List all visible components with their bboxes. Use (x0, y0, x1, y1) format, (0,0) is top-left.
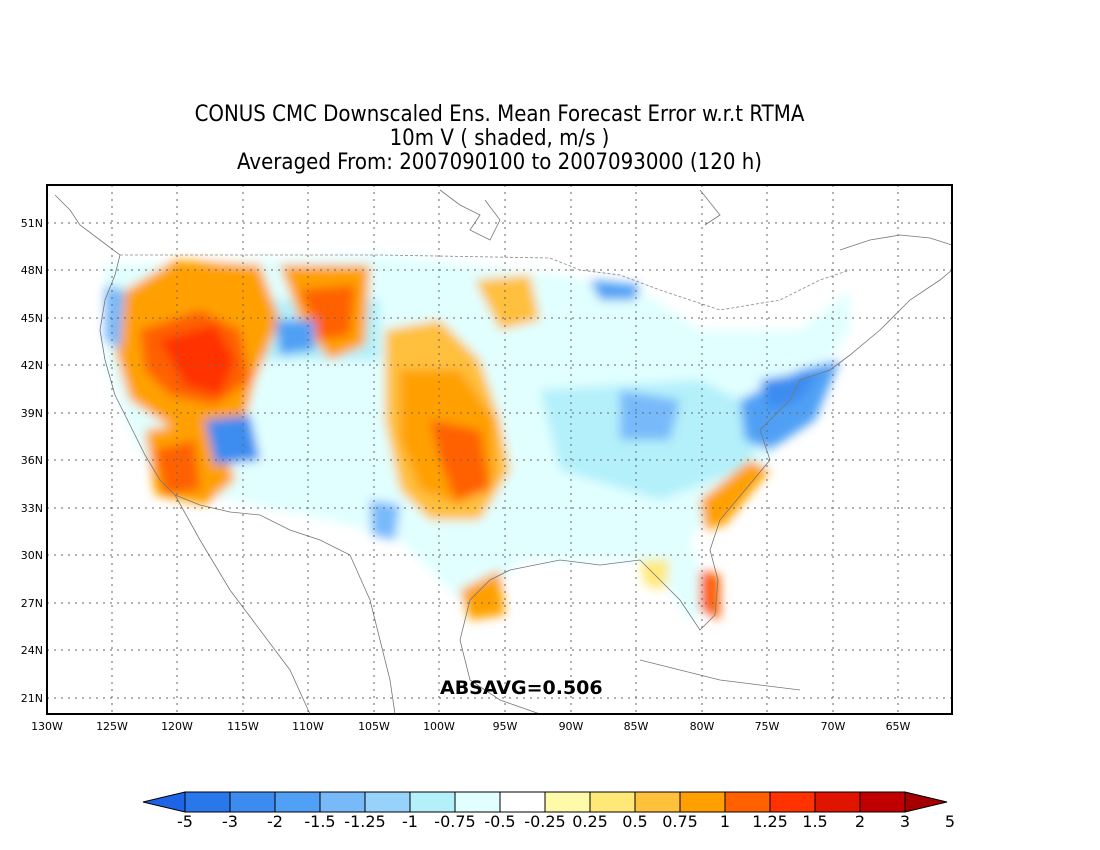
map-area (47, 185, 952, 714)
colorbar-swatch (544, 791, 591, 813)
colorbar-label: -3 (222, 812, 238, 831)
lon-label: 105W (358, 720, 390, 733)
lat-label: 24N (21, 644, 43, 657)
map-frame (46, 184, 953, 715)
lon-label: 90W (559, 720, 584, 733)
lat-label: 51N (21, 217, 43, 230)
colorbar-swatch (454, 791, 501, 813)
colorbar-arrow-low (142, 791, 186, 813)
title-line-1: CONUS CMC Downscaled Ens. Mean Forecast … (194, 102, 805, 127)
colorbar-swatch (814, 791, 861, 813)
colorbar-label: 0.5 (622, 812, 647, 831)
colorbar-swatch (274, 791, 321, 813)
colorbar-swatch (634, 791, 681, 813)
lon-label: 110W (292, 720, 324, 733)
colorbar-swatch (319, 791, 366, 813)
colorbar-label: -2 (267, 812, 283, 831)
lat-label: 45N (21, 312, 43, 325)
colorbar-swatch (499, 791, 546, 813)
colorbar-label: 2 (855, 812, 865, 831)
lon-label: 80W (690, 720, 715, 733)
colorbar-label: 0.75 (662, 812, 698, 831)
lon-label: 120W (161, 720, 193, 733)
lon-label: 130W (31, 720, 63, 733)
longitude-labels: 130W 125W 120W 115W 110W 105W 100W 95W 9… (31, 720, 910, 733)
title-line-3: Averaged From: 2007090100 to 2007093000 … (237, 150, 762, 175)
coastlines (54, 189, 952, 714)
lon-label: 75W (755, 720, 780, 733)
colorbar-label: -0.5 (484, 812, 515, 831)
absavg-annotation: ABSAVG=0.506 (440, 677, 603, 699)
colorbar-swatch (679, 791, 726, 813)
colorbar-label: 1.5 (802, 812, 827, 831)
lon-label: 100W (423, 720, 455, 733)
lon-label: 125W (96, 720, 128, 733)
colorbar-swatch (859, 791, 906, 813)
colorbar-swatch (589, 791, 636, 813)
lon-label: 95W (493, 720, 518, 733)
lat-label: 27N (21, 597, 43, 610)
title-line-2: 10m V ( shaded, m/s ) (389, 126, 610, 151)
lat-label: 48N (21, 264, 43, 277)
latitude-labels: 51N 48N 45N 42N 39N 36N 33N 30N 27N 24N … (21, 217, 43, 705)
colorbar-swatch (364, 791, 411, 813)
colorbar-swatch (229, 791, 276, 813)
colorbar-label: 0.25 (572, 812, 608, 831)
colorbar: -5 -3 -2 -1.5 -1.25 -1 -0.75 -0.5 -0.25 0.25 0.5 0.… (142, 791, 955, 831)
colorbar-label: -5 (177, 812, 193, 831)
lon-label: 65W (886, 720, 911, 733)
lat-label: 21N (21, 692, 43, 705)
colorbar-swatch (769, 791, 816, 813)
colorbar-arrow-high (904, 791, 948, 813)
colorbar-label: 3 (900, 812, 910, 831)
lon-label: 70W (821, 720, 846, 733)
colorbar-label: 1.25 (752, 812, 788, 831)
colorbar-label: -1.5 (304, 812, 335, 831)
colorbar-label: 5 (945, 812, 955, 831)
colorbar-label: -0.25 (524, 812, 565, 831)
colorbar-swatch (724, 791, 771, 813)
colorbar-label: -0.75 (434, 812, 475, 831)
lat-label: 30N (21, 549, 43, 562)
colorbar-swatch (184, 791, 231, 813)
colorbar-label: -1.25 (344, 812, 385, 831)
lon-label: 115W (227, 720, 259, 733)
colorbar-label: 1 (720, 812, 730, 831)
lat-label: 39N (21, 407, 43, 420)
lat-label: 33N (21, 502, 43, 515)
lat-label: 36N (21, 454, 43, 467)
colorbar-label: -1 (402, 812, 418, 831)
colorbar-swatch (409, 791, 456, 813)
lat-label: 42N (21, 359, 43, 372)
shaded-field (105, 255, 850, 620)
lon-label: 85W (624, 720, 649, 733)
